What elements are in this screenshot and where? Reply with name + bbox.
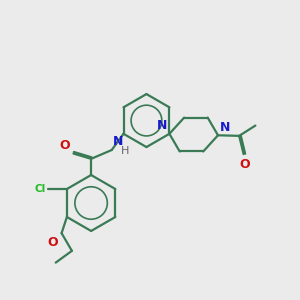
Text: Cl: Cl: [34, 184, 46, 194]
Text: O: O: [239, 158, 250, 171]
Text: O: O: [60, 139, 70, 152]
Text: N: N: [220, 121, 231, 134]
Text: N: N: [157, 119, 167, 132]
Text: H: H: [121, 146, 129, 156]
Text: O: O: [47, 236, 58, 248]
Text: N: N: [112, 135, 123, 148]
